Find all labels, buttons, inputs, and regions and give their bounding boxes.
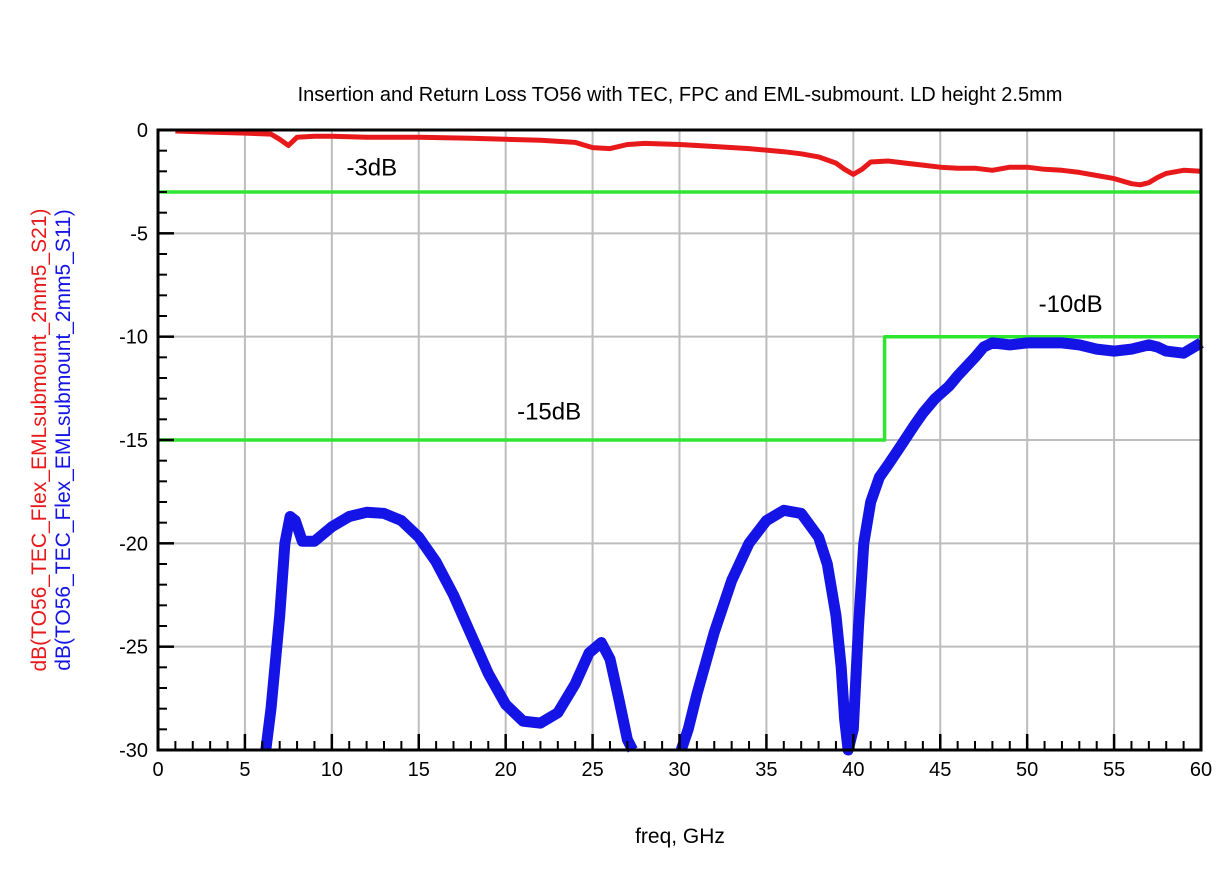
y-axis-label-s11: dB(TO56_TEC_Flex_EMLsubmount_2mm5_S11) [52,209,75,670]
y-tick-label: -25 [119,637,148,659]
x-tick-label: 35 [755,759,777,781]
axis-ticks: 0 5 10 15 20 25 30 35 40 45 50 55 60 0 -5 -10 -15 -20 -25 -… [119,120,1212,781]
y-tick-label: -15 [119,430,148,452]
limit-line-15db-10db [158,334,1201,442]
annotation-label: -3dB [346,154,397,181]
y-tick-label: -5 [130,223,148,245]
x-tick-label: 0 [152,759,163,781]
y-axis-label-s21: dB(TO56_TEC_Flex_EMLsubmount_2mm5_S21) [28,209,51,672]
y-tick-label: -30 [119,740,148,762]
s11-line [260,506,638,753]
y-tick-label: -20 [119,533,148,555]
x-tick-label: 25 [581,759,603,781]
s11-line [675,337,1204,756]
x-tick-label: 45 [929,759,951,781]
annotation-label: -10dB [1039,291,1103,318]
x-tick-label: 15 [408,759,430,781]
annotations: -3dB -10dB -15dB [346,154,1102,425]
x-tick-label: 40 [842,759,864,781]
x-tick-label: 20 [495,759,517,781]
x-tick-label: 30 [668,759,690,781]
y-tick-label: 0 [137,120,148,142]
x-tick-label: 5 [239,759,250,781]
chart-title: Insertion and Return Loss TO56 with TEC,… [298,84,1063,106]
s21-line [175,128,1202,188]
x-tick-label: 50 [1016,759,1038,781]
limit-lines [158,190,1201,442]
series-lines [175,128,1204,756]
x-tick-label: 10 [321,759,343,781]
x-tick-label: 55 [1103,759,1125,781]
x-axis-label: freq, GHz [635,825,725,848]
y-tick-label: -10 [119,327,148,349]
annotation-label: -15dB [517,398,581,425]
x-tick-label: 60 [1190,759,1212,781]
